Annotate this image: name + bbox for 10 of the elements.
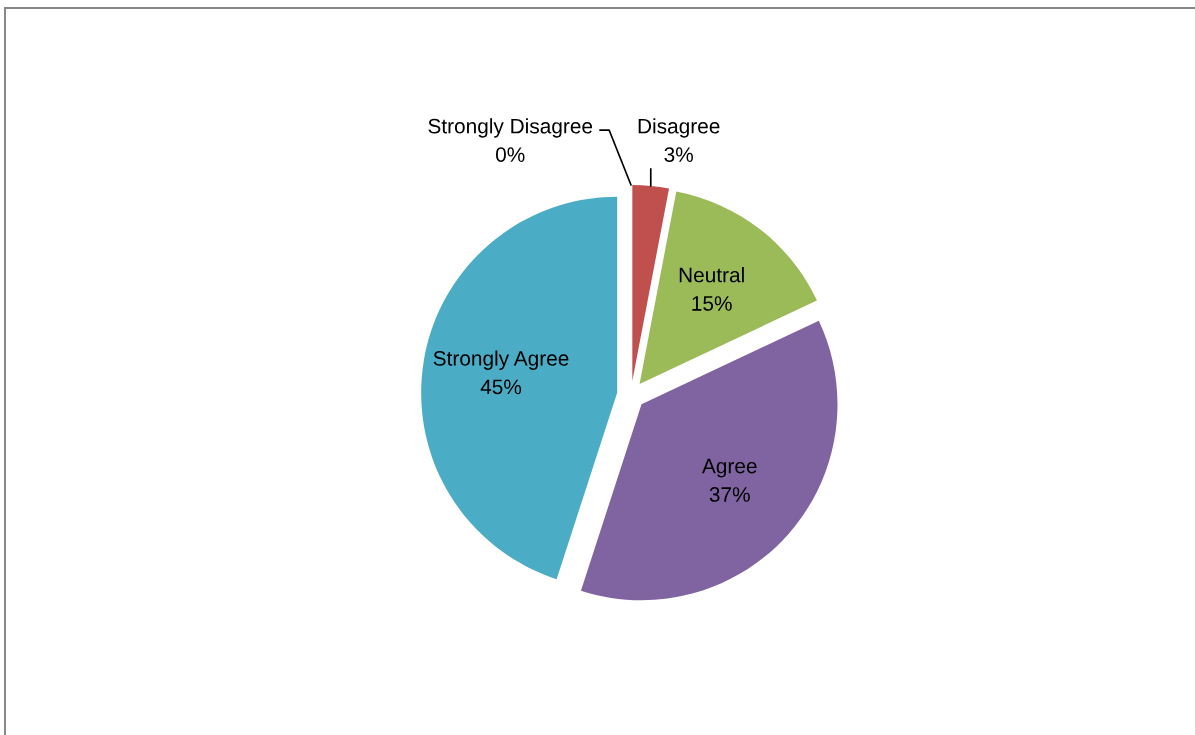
data-label: 37%: [709, 487, 750, 502]
category-label: Strongly Disagree: [428, 118, 593, 138]
slice-label: Strongly Agree: [433, 350, 569, 370]
slice-label: Neutral: [679, 267, 744, 283]
slice-label: Agree: [701, 458, 757, 478]
data-label: 15%: [692, 296, 732, 311]
data-label: 45%: [480, 379, 522, 395]
data-label: 3%: [664, 147, 693, 162]
slice-label: Disagree: [638, 118, 720, 138]
text: 0%: [495, 147, 525, 162]
